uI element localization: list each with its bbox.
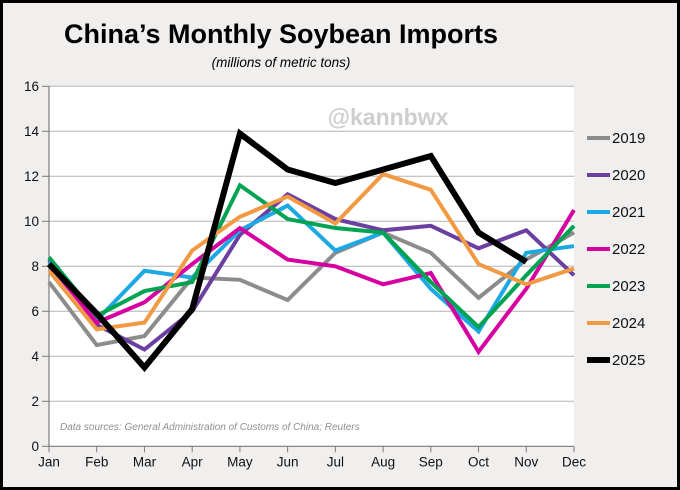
legend-label-2023: 2023 [612, 277, 646, 295]
legend-label-2019: 2019 [612, 129, 646, 147]
x-tick-label: Apr [182, 454, 204, 469]
x-tick-label: Jan [38, 454, 60, 469]
y-tick-label: 12 [24, 169, 39, 184]
y-tick-label: 10 [24, 214, 39, 229]
series-line-2023 [47, 182, 576, 330]
legend-item-2023: 2023 [587, 274, 645, 298]
legend-label-2020: 2020 [612, 166, 646, 184]
series-line-2020 [47, 191, 576, 352]
legend-swatch-2022 [587, 247, 610, 251]
legend-label-2021: 2021 [612, 203, 646, 221]
x-tick-label: Feb [85, 454, 108, 469]
x-tick-label: May [227, 454, 253, 469]
x-tick-label: Aug [371, 454, 395, 469]
source-note: Data sources: General Administration of … [60, 422, 360, 433]
chart-title: China’s Monthly Soybean Imports [63, 19, 499, 49]
legend-swatch-2021 [587, 210, 610, 214]
y-tick-label: 14 [24, 124, 40, 139]
series-line-2024 [47, 171, 575, 332]
series-line-2022 [47, 209, 576, 356]
legend-label-2022: 2022 [612, 240, 646, 258]
x-tick-label: Oct [468, 454, 489, 469]
x-tick-label: Dec [562, 454, 586, 469]
y-tick-label: 2 [31, 394, 39, 409]
chart-subtitle: (millions of metric tons) [211, 55, 351, 70]
legend-label-2025: 2025 [612, 351, 646, 369]
legend: 2019 2020 2021 2022 2023 2024 2025 [587, 126, 645, 385]
x-tick-label: Mar [133, 454, 157, 469]
x-tick-label: Jun [277, 454, 299, 469]
y-tick-label: 16 [24, 79, 39, 94]
legend-item-2019: 2019 [587, 126, 645, 150]
x-tick-label: Nov [514, 454, 538, 469]
y-tick-label: 0 [31, 439, 39, 454]
legend-item-2022: 2022 [587, 237, 645, 261]
y-tick-label: 4 [31, 349, 39, 364]
series-line-2019 [47, 230, 575, 348]
x-tick-label: Sep [419, 454, 443, 469]
legend-swatch-2019 [587, 136, 610, 140]
legend-item-2020: 2020 [587, 163, 645, 187]
legend-label-2024: 2024 [612, 314, 646, 332]
y-tick-label: 6 [31, 304, 39, 319]
legend-item-2025: 2025 [587, 348, 645, 372]
legend-swatch-2025 [587, 357, 610, 363]
legend-swatch-2020 [587, 173, 610, 177]
series-line-2025 [46, 128, 528, 373]
legend-item-2024: 2024 [587, 311, 645, 335]
legend-swatch-2024 [587, 321, 610, 325]
legend-item-2021: 2021 [587, 200, 645, 224]
legend-swatch-2023 [587, 284, 610, 288]
y-tick-label: 8 [31, 259, 39, 274]
x-tick-label: Jul [327, 454, 344, 469]
plot-area: 0 2 4 6 8 10 12 14 16 Jan Feb Mar Apr May Jun Jul Aug Sep… [24, 79, 586, 469]
